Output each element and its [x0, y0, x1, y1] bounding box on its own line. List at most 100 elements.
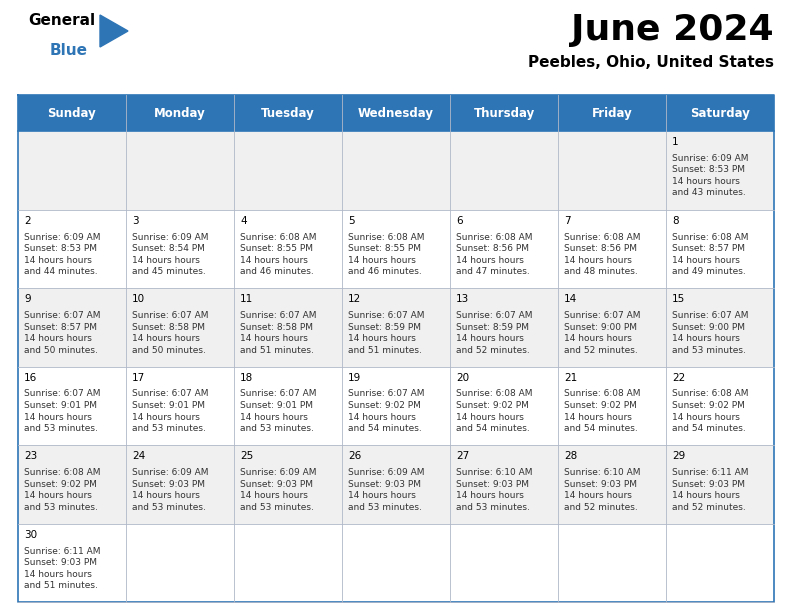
Text: Sunset: 8:59 PM: Sunset: 8:59 PM — [348, 323, 421, 332]
Text: Sunrise: 6:08 AM: Sunrise: 6:08 AM — [348, 233, 425, 242]
Text: Sunset: 9:01 PM: Sunset: 9:01 PM — [132, 401, 205, 410]
Text: 15: 15 — [672, 294, 685, 304]
Text: and 45 minutes.: and 45 minutes. — [132, 267, 206, 276]
Text: and 53 minutes.: and 53 minutes. — [24, 424, 98, 433]
Text: 14 hours hours: 14 hours hours — [672, 491, 740, 500]
Text: Sunrise: 6:11 AM: Sunrise: 6:11 AM — [672, 468, 748, 477]
Text: and 52 minutes.: and 52 minutes. — [564, 346, 638, 354]
Text: Sunset: 9:03 PM: Sunset: 9:03 PM — [564, 479, 637, 488]
Text: and 53 minutes.: and 53 minutes. — [456, 502, 530, 512]
Text: Sunrise: 6:09 AM: Sunrise: 6:09 AM — [132, 233, 208, 242]
Text: and 53 minutes.: and 53 minutes. — [240, 424, 314, 433]
Text: 1: 1 — [672, 137, 679, 147]
Text: 14 hours hours: 14 hours hours — [240, 255, 308, 264]
Text: Sunset: 8:53 PM: Sunset: 8:53 PM — [672, 165, 745, 174]
Text: and 50 minutes.: and 50 minutes. — [24, 346, 98, 354]
Text: and 51 minutes.: and 51 minutes. — [348, 346, 422, 354]
Text: and 49 minutes.: and 49 minutes. — [672, 267, 746, 276]
Text: 26: 26 — [348, 451, 361, 461]
Text: Wednesday: Wednesday — [358, 106, 434, 119]
Text: 14 hours hours: 14 hours hours — [564, 255, 632, 264]
Text: 12: 12 — [348, 294, 361, 304]
Text: and 52 minutes.: and 52 minutes. — [564, 502, 638, 512]
Text: 14 hours hours: 14 hours hours — [240, 491, 308, 500]
Text: and 43 minutes.: and 43 minutes. — [672, 188, 746, 198]
Text: and 52 minutes.: and 52 minutes. — [456, 346, 530, 354]
Text: and 52 minutes.: and 52 minutes. — [672, 502, 746, 512]
Text: Sunrise: 6:07 AM: Sunrise: 6:07 AM — [132, 389, 208, 398]
Text: 21: 21 — [564, 373, 577, 382]
Text: and 53 minutes.: and 53 minutes. — [240, 502, 314, 512]
Text: 14: 14 — [564, 294, 577, 304]
Text: 14 hours hours: 14 hours hours — [348, 412, 416, 422]
Text: 14 hours hours: 14 hours hours — [564, 334, 632, 343]
Text: and 46 minutes.: and 46 minutes. — [348, 267, 422, 276]
Text: Sunrise: 6:07 AM: Sunrise: 6:07 AM — [348, 311, 425, 320]
Text: Sunset: 8:55 PM: Sunset: 8:55 PM — [348, 244, 421, 253]
Text: 14 hours hours: 14 hours hours — [564, 412, 632, 422]
Text: Tuesday: Tuesday — [261, 106, 315, 119]
Text: 14 hours hours: 14 hours hours — [456, 412, 524, 422]
Text: and 46 minutes.: and 46 minutes. — [240, 267, 314, 276]
Text: and 53 minutes.: and 53 minutes. — [132, 424, 206, 433]
Bar — [18, 523, 774, 602]
Text: Sunset: 8:58 PM: Sunset: 8:58 PM — [240, 323, 313, 332]
Text: Sunset: 9:00 PM: Sunset: 9:00 PM — [564, 323, 637, 332]
Text: Sunset: 8:59 PM: Sunset: 8:59 PM — [456, 323, 529, 332]
Text: 5: 5 — [348, 215, 355, 225]
Text: 14 hours hours: 14 hours hours — [672, 177, 740, 186]
Text: and 53 minutes.: and 53 minutes. — [672, 346, 746, 354]
Bar — [18, 367, 774, 445]
Text: 25: 25 — [240, 451, 253, 461]
Text: and 54 minutes.: and 54 minutes. — [456, 424, 530, 433]
Text: and 44 minutes.: and 44 minutes. — [24, 267, 97, 276]
Text: 14 hours hours: 14 hours hours — [132, 334, 200, 343]
Text: Sunset: 9:02 PM: Sunset: 9:02 PM — [564, 401, 637, 410]
Text: Sunset: 8:56 PM: Sunset: 8:56 PM — [564, 244, 637, 253]
Text: Sunrise: 6:08 AM: Sunrise: 6:08 AM — [564, 233, 641, 242]
Text: 14 hours hours: 14 hours hours — [672, 334, 740, 343]
Text: 14 hours hours: 14 hours hours — [24, 334, 92, 343]
Text: 28: 28 — [564, 451, 577, 461]
Text: Sunrise: 6:07 AM: Sunrise: 6:07 AM — [240, 311, 317, 320]
Text: Sunrise: 6:09 AM: Sunrise: 6:09 AM — [240, 468, 317, 477]
Bar — [18, 445, 774, 523]
Text: 3: 3 — [132, 215, 139, 225]
Text: and 51 minutes.: and 51 minutes. — [240, 346, 314, 354]
Text: Sunset: 9:01 PM: Sunset: 9:01 PM — [24, 401, 97, 410]
Text: Sunset: 8:57 PM: Sunset: 8:57 PM — [672, 244, 745, 253]
Text: 22: 22 — [672, 373, 685, 382]
Text: Sunset: 9:03 PM: Sunset: 9:03 PM — [24, 558, 97, 567]
Text: Sunrise: 6:09 AM: Sunrise: 6:09 AM — [672, 154, 748, 163]
Text: and 53 minutes.: and 53 minutes. — [132, 502, 206, 512]
Text: 14 hours hours: 14 hours hours — [672, 412, 740, 422]
Text: and 48 minutes.: and 48 minutes. — [564, 267, 638, 276]
Text: 2: 2 — [24, 215, 31, 225]
Text: 19: 19 — [348, 373, 361, 382]
Text: Sunrise: 6:07 AM: Sunrise: 6:07 AM — [456, 311, 532, 320]
Text: 4: 4 — [240, 215, 246, 225]
Text: Sunset: 8:53 PM: Sunset: 8:53 PM — [24, 244, 97, 253]
Text: 14 hours hours: 14 hours hours — [24, 570, 92, 578]
Text: Sunrise: 6:08 AM: Sunrise: 6:08 AM — [456, 389, 532, 398]
Text: 24: 24 — [132, 451, 145, 461]
Text: Sunset: 9:03 PM: Sunset: 9:03 PM — [348, 479, 421, 488]
Text: Sunrise: 6:07 AM: Sunrise: 6:07 AM — [24, 311, 101, 320]
Text: and 53 minutes.: and 53 minutes. — [24, 502, 98, 512]
Text: Sunrise: 6:08 AM: Sunrise: 6:08 AM — [240, 233, 317, 242]
Bar — [18, 288, 774, 367]
Text: 18: 18 — [240, 373, 253, 382]
Text: Sunset: 9:01 PM: Sunset: 9:01 PM — [240, 401, 313, 410]
Bar — [18, 95, 774, 131]
Text: and 54 minutes.: and 54 minutes. — [564, 424, 638, 433]
Text: and 51 minutes.: and 51 minutes. — [24, 581, 98, 590]
Text: 9: 9 — [24, 294, 31, 304]
Text: and 54 minutes.: and 54 minutes. — [348, 424, 422, 433]
Text: 17: 17 — [132, 373, 145, 382]
Text: 29: 29 — [672, 451, 685, 461]
Polygon shape — [100, 15, 128, 47]
Text: Peebles, Ohio, United States: Peebles, Ohio, United States — [528, 55, 774, 70]
Text: Sunset: 8:56 PM: Sunset: 8:56 PM — [456, 244, 529, 253]
Text: Sunset: 9:03 PM: Sunset: 9:03 PM — [240, 479, 313, 488]
Text: Sunrise: 6:07 AM: Sunrise: 6:07 AM — [240, 389, 317, 398]
